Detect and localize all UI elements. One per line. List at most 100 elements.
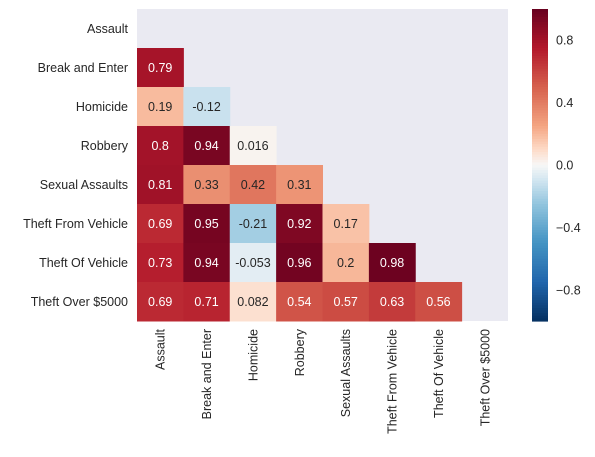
colorbar-segment <box>532 87 548 91</box>
colorbar-segment <box>532 131 548 135</box>
colorbar-segment <box>532 50 548 54</box>
colorbar-segment <box>532 89 548 93</box>
heatmap-cell <box>229 165 277 205</box>
colorbar-segment <box>532 274 548 278</box>
colorbar-segment <box>532 167 548 171</box>
heatmap-cell-value: 0.73 <box>148 256 172 270</box>
colorbar-segment <box>532 196 548 200</box>
colorbar-segment <box>532 71 548 75</box>
colorbar-segment <box>532 149 548 153</box>
colorbar-segment <box>532 63 548 67</box>
heatmap-cell-value: 0.54 <box>287 295 311 309</box>
colorbar-segment <box>532 113 548 117</box>
heatmap-cell-value: 0.92 <box>287 217 311 231</box>
colorbar-segment <box>532 178 548 182</box>
colorbar-segment <box>532 261 548 265</box>
heatmap-cell-value: 0.69 <box>148 217 172 231</box>
x-tick-label: Theft Of Vehicle <box>432 329 446 418</box>
colorbar-tick-label: −0.8 <box>556 283 581 297</box>
heatmap-cell-value: 0.95 <box>194 217 218 231</box>
heatmap-cell-value: 0.81 <box>148 178 172 192</box>
heatmap-cell-value: 0.63 <box>380 295 404 309</box>
colorbar-segment <box>532 300 548 304</box>
colorbar-segment <box>532 230 548 234</box>
colorbar-segment <box>532 14 548 18</box>
colorbar-segment <box>532 48 548 52</box>
colorbar-segment <box>532 222 548 226</box>
colorbar-segment <box>532 74 548 78</box>
colorbar-segment <box>532 193 548 197</box>
colorbar-segment <box>532 139 548 143</box>
colorbar-segment <box>532 250 548 254</box>
x-tick-label: Theft From Vehicle <box>386 329 400 434</box>
heatmap-cell-value: -0.21 <box>239 217 268 231</box>
y-tick-label: Theft Of Vehicle <box>39 256 128 270</box>
colorbar-segment <box>532 37 548 41</box>
colorbar-segment <box>532 29 548 33</box>
colorbar-segment <box>532 159 548 163</box>
heatmap-cell <box>183 243 231 283</box>
colorbar-segment <box>532 120 548 124</box>
colorbar-segment <box>532 211 548 215</box>
colorbar-segment <box>532 227 548 231</box>
colorbar-segment <box>532 162 548 166</box>
colorbar-segment <box>532 295 548 299</box>
heatmap-cell-value: 0.8 <box>151 139 168 153</box>
colorbar-segment <box>532 217 548 221</box>
colorbar-segment <box>532 32 548 36</box>
colorbar-segment <box>532 185 548 189</box>
colorbar-segment <box>532 40 548 44</box>
heatmap-cells <box>137 48 463 322</box>
colorbar-segment <box>532 92 548 96</box>
colorbar-segment <box>532 102 548 106</box>
heatmap-cell <box>368 243 416 283</box>
heatmap-cell-value: 0.33 <box>194 178 218 192</box>
colorbar-segment <box>532 263 548 267</box>
colorbar-segment <box>532 24 548 28</box>
colorbar-segment <box>532 224 548 228</box>
heatmap-cell <box>183 282 231 322</box>
colorbar-segment <box>532 279 548 283</box>
heatmap-cell-value: 0.31 <box>287 178 311 192</box>
colorbar-segment <box>532 68 548 72</box>
colorbar-segment <box>532 315 548 319</box>
colorbar-segment <box>532 19 548 23</box>
colorbar-segment <box>532 175 548 179</box>
colorbar-segment <box>532 146 548 150</box>
colorbar-segment <box>532 287 548 291</box>
heatmap-cell-value: 0.79 <box>148 61 172 75</box>
colorbar-segment <box>532 183 548 187</box>
colorbar-segment <box>532 133 548 137</box>
colorbar-segment <box>532 16 548 20</box>
heatmap-cell <box>276 282 323 322</box>
colorbar-segment <box>532 276 548 280</box>
colorbar-segment <box>532 61 548 65</box>
colorbar-segment <box>532 81 548 85</box>
heatmap-cell-value: -0.12 <box>192 100 221 114</box>
colorbar-segment <box>532 253 548 257</box>
colorbar-segment <box>532 240 548 244</box>
colorbar-segment <box>532 27 548 31</box>
y-tick-label: Homicide <box>76 100 128 114</box>
colorbar-segment <box>532 107 548 111</box>
colorbar-segment <box>532 206 548 210</box>
colorbar-segment <box>532 289 548 293</box>
heatmap-cell <box>415 282 463 322</box>
colorbar-segment <box>532 22 548 26</box>
heatmap-cell-value: 0.94 <box>194 256 218 270</box>
heatmap-cell <box>137 204 184 244</box>
x-tick-label: Theft Over $5000 <box>478 329 492 426</box>
colorbar-segment <box>532 84 548 88</box>
colorbar-segment <box>532 58 548 62</box>
colorbar-segment <box>532 219 548 223</box>
colorbar-segment <box>532 214 548 218</box>
heatmap-cell-value: 0.71 <box>194 295 218 309</box>
colorbar-segment <box>532 152 548 156</box>
colorbar-tick-label: 0.4 <box>556 96 573 110</box>
colorbar-segment <box>532 141 548 145</box>
heatmap-cell <box>137 282 184 322</box>
y-axis-tick-labels: Assault Break and Enter Homicide Robbery Sex… <box>23 22 129 309</box>
heatmap-cell <box>183 126 231 166</box>
colorbar-tick-label: 0.0 <box>556 159 573 173</box>
colorbar-segment <box>532 76 548 80</box>
